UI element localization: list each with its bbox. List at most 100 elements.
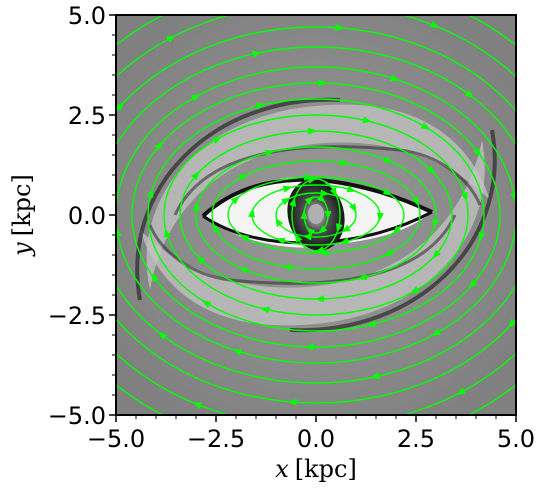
streamline	[195, 146, 437, 284]
y-tick-label: 5.0	[68, 2, 106, 30]
streamline-arrow	[478, 231, 486, 242]
streamline-arrow	[294, 233, 303, 243]
streamline-arrow	[281, 197, 291, 206]
streamline-arrow	[116, 101, 125, 111]
streamline-arrow	[264, 149, 275, 157]
streamline-arrow	[382, 188, 393, 196]
streamline-arrow	[432, 218, 440, 229]
streamline-arrow	[468, 279, 478, 289]
streamline-arrow	[287, 398, 297, 406]
x-tick-label: 5.0	[497, 425, 535, 453]
streamline	[163, 114, 469, 316]
streamline-arrow	[238, 173, 249, 182]
streamline-arrow	[308, 127, 318, 135]
streamline-arrow	[230, 195, 240, 205]
streamline-arrow	[164, 228, 171, 238]
streamline-arrow	[201, 300, 212, 308]
streamline-arrow	[432, 249, 441, 259]
streamline-arrow	[190, 94, 201, 102]
y-tick-label: −5.0	[48, 402, 106, 430]
x-tick-label: −5.0	[87, 425, 145, 453]
streamline-arrow	[256, 102, 266, 110]
streamline-arrow	[431, 328, 442, 336]
streamline-arrow	[525, 52, 536, 63]
streamline-arrow	[507, 319, 516, 329]
streamline-arrow	[420, 122, 431, 130]
streamline-arrow	[289, 197, 297, 207]
streamline-arrow	[339, 237, 350, 245]
streamline-arrow	[192, 201, 200, 212]
streamline-arrow	[346, 185, 357, 193]
streamline-arrow	[341, 224, 351, 233]
streamline-arrow	[252, 50, 262, 58]
streamline-arrow	[324, 211, 332, 220]
x-tick-label: −2.5	[187, 425, 245, 453]
streamline-arrow	[37, 136, 47, 147]
x-tick-label: 2.5	[397, 425, 435, 453]
streamline-arrow	[307, 176, 318, 184]
streamline	[275, 192, 357, 238]
streamline-arrow	[192, 402, 203, 409]
streamline-arrow	[154, 141, 164, 151]
streamline-arrow	[212, 223, 220, 234]
streamline-arrow	[349, 203, 357, 213]
streamline-arrow	[275, 237, 286, 245]
streamline-arrow	[461, 192, 468, 202]
streamline-arrow	[150, 272, 159, 283]
streamline-arrow	[282, 185, 293, 193]
streamline-arrow	[376, 212, 384, 222]
streamline-arrow	[248, 208, 256, 218]
streamline-arrow	[166, 35, 176, 43]
y-tick-label: 2.5	[68, 102, 106, 130]
streamline-arrow	[392, 225, 402, 235]
streamline-arrow	[318, 249, 329, 257]
streamline-arrow	[456, 387, 466, 395]
streamline-arrow	[92, 287, 103, 298]
streamline-arrow	[196, 255, 206, 265]
y-ticks: −5.0 −2.5 0.0 2.5 5.0	[48, 2, 116, 430]
streamline-arrow	[320, 189, 330, 197]
streamline	[131, 82, 501, 348]
streamline-arrow	[410, 286, 420, 294]
streamline-arrow	[300, 210, 308, 219]
streamline-arrow	[370, 442, 380, 450]
y-tick-label: 0.0	[68, 202, 106, 230]
streamline-arrow	[275, 217, 283, 227]
streamline-arrow	[329, 187, 338, 197]
streamline-arrow	[304, 196, 314, 205]
streamline-arrow	[304, 343, 314, 351]
streamline-arrow	[96, 367, 107, 378]
streamline-arrow	[383, 156, 394, 163]
streamline-arrow	[49, 222, 57, 231]
streamline-arrow	[357, 273, 368, 281]
y-tick-label: −2.5	[48, 302, 106, 330]
plot-area	[37, 15, 541, 450]
streamline-arrow	[389, 74, 400, 82]
streamline-arrow	[239, 234, 250, 242]
streamline-arrow	[302, 233, 312, 241]
streamline-arrow	[306, 227, 316, 236]
streamline-arrow	[316, 194, 326, 203]
streamline-arrow	[146, 188, 154, 199]
streamline-arrow	[232, 348, 243, 356]
x-tick-label: 0.0	[297, 425, 335, 453]
streamline-arrow	[314, 246, 325, 254]
x-axis-label: x [kpc]	[275, 455, 357, 483]
streamline	[116, 26, 516, 404]
streamline-arrow	[366, 320, 376, 328]
streamline-arrow	[303, 173, 314, 181]
streamline-arrow	[464, 89, 474, 98]
streamline-arrow	[158, 332, 168, 341]
streamline-arrow	[282, 264, 292, 271]
streamline	[116, 66, 516, 364]
streamline-arrow	[473, 147, 482, 158]
streamline-arrow	[318, 79, 328, 87]
streamline-arrow	[260, 306, 270, 314]
streamline-arrow	[426, 165, 436, 175]
streamline-arrow	[318, 225, 328, 234]
streamline-arrow	[530, 132, 541, 143]
y-axis-label: y[kpc]	[8, 174, 36, 257]
streamline-arrow	[238, 267, 249, 274]
streamline-arrow	[212, 136, 222, 144]
